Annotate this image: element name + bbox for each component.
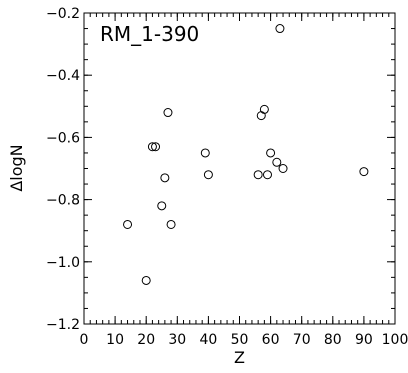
y-tick-label: −1.0 — [46, 255, 80, 271]
data-point — [203, 170, 213, 180]
data-point — [275, 24, 285, 34]
y-tick-label: −0.6 — [46, 130, 80, 146]
data-point — [123, 219, 133, 229]
x-tick-label: 0 — [80, 332, 89, 348]
data-point — [266, 148, 276, 158]
data-point — [256, 111, 266, 121]
major-ticks — [83, 12, 396, 325]
x-tick-label: 50 — [231, 332, 249, 348]
x-tick-label: 30 — [168, 332, 186, 348]
y-tick-label: −0.2 — [46, 6, 80, 22]
x-tick-label: 60 — [262, 332, 280, 348]
data-point — [272, 157, 282, 167]
y-tick-labels: −1.2 −1.0 −0.8 −0.6 −0.4 −0.2 — [46, 6, 80, 333]
y-tick-label: −1.2 — [46, 317, 80, 333]
y-tick-label: −0.8 — [46, 193, 80, 209]
data-point — [147, 142, 157, 152]
x-tick-label: 100 — [382, 332, 408, 348]
data-point — [163, 108, 173, 118]
data-point — [253, 170, 263, 180]
x-tick-label: 10 — [106, 332, 124, 348]
data-point — [160, 173, 170, 183]
data-point — [259, 104, 269, 114]
y-tick-label: −0.4 — [46, 68, 80, 84]
x-tick-label: 20 — [137, 332, 155, 348]
chart-annotation: RM_1-390 — [100, 22, 199, 46]
data-point — [157, 201, 167, 211]
x-tick-label: 90 — [355, 332, 373, 348]
x-tick-labels: 0 10 20 30 40 50 60 70 80 90 100 — [80, 332, 408, 348]
x-tick-label: 80 — [324, 332, 342, 348]
x-tick-label: 70 — [293, 332, 311, 348]
x-tick-label: 40 — [199, 332, 217, 348]
data-point — [166, 219, 176, 229]
data-point — [151, 142, 161, 152]
minor-ticks — [83, 12, 396, 325]
data-point — [278, 164, 288, 173]
y-axis-label: ΔlogN — [7, 144, 26, 191]
data-point — [359, 167, 369, 177]
data-point — [141, 275, 151, 285]
x-axis-label: Z — [234, 348, 245, 367]
data-points — [123, 24, 369, 285]
data-point — [200, 148, 210, 158]
data-point — [262, 170, 272, 180]
plot-frame — [83, 12, 396, 325]
